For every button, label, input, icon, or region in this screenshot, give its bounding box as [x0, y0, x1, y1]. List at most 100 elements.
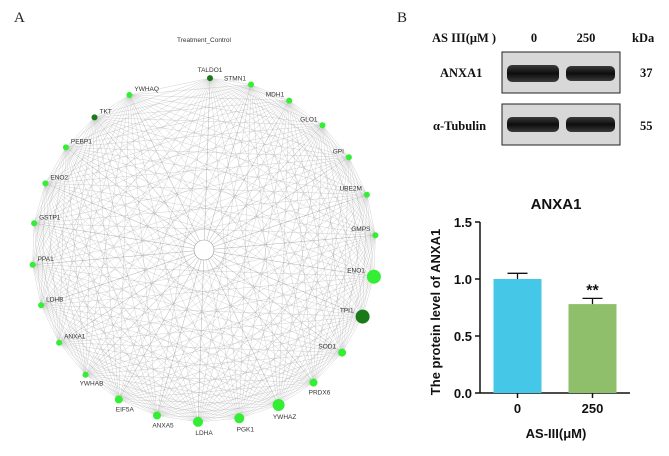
blot-protein-tubulin: α-Tubulin [433, 119, 486, 133]
network-edge [45, 100, 290, 184]
network-edge [129, 94, 205, 251]
network-edge [289, 100, 343, 353]
network-edge [278, 316, 363, 406]
network-edge [32, 264, 158, 416]
network-edge [118, 316, 363, 400]
network-edge [156, 276, 374, 416]
network-edge [85, 374, 279, 406]
network-edge [58, 94, 130, 343]
network-edge [32, 194, 367, 265]
network-edge [65, 147, 205, 251]
network-edge [33, 223, 60, 343]
network-node [38, 302, 45, 309]
network-edge [40, 84, 252, 306]
network-edge [40, 305, 199, 423]
network-edge [85, 117, 95, 375]
blot-lane-1: 250 [577, 31, 596, 45]
network-edge [94, 117, 363, 317]
network-edge [34, 194, 367, 224]
network-edge [94, 117, 205, 251]
chart-marks: ** [493, 272, 617, 393]
network-node-label: MDH1 [266, 92, 285, 99]
network-edge [278, 157, 350, 406]
network-node [56, 339, 63, 346]
network-node-label: GLO1 [300, 116, 318, 123]
network-edge [32, 264, 314, 383]
chart-axes: 0.0 0.5 1.0 1.5 0 250 [454, 215, 630, 416]
network-edge [32, 223, 35, 265]
network-edge [118, 382, 314, 400]
network-edge [65, 147, 279, 406]
network-edge [85, 194, 367, 375]
network-edge [32, 264, 363, 317]
network-edge [129, 94, 323, 126]
network-node-label: GSTP1 [39, 214, 61, 221]
blot-band-tubulin-lane1 [566, 117, 615, 132]
chart-y-tick-label: 1.5 [454, 215, 472, 230]
network-node [355, 309, 370, 324]
network-node-label: LDHB [46, 296, 63, 303]
network-edge [59, 235, 376, 343]
blot-band-anxa1-lane0 [507, 65, 559, 82]
network-node [42, 180, 49, 187]
network-node-label: LDHA [195, 430, 213, 437]
network-node [207, 75, 213, 82]
network-edge [41, 305, 279, 406]
network-edge [118, 157, 350, 400]
blot-kda-anxa1: 37 [640, 66, 653, 80]
network-edge [197, 157, 350, 422]
network-edge [197, 316, 363, 423]
network-node [319, 122, 326, 129]
network-node [114, 395, 123, 404]
network-edge [65, 147, 367, 195]
network-edge [58, 342, 158, 416]
network-node [363, 191, 370, 198]
network-edge [197, 249, 205, 422]
network-node [272, 399, 285, 411]
network-edge [156, 415, 199, 423]
network-edge [197, 418, 240, 423]
network-edge [239, 276, 375, 419]
network-edge [156, 125, 323, 416]
network-edge [45, 183, 158, 416]
network-edge [41, 125, 323, 306]
network-edge [94, 117, 323, 126]
network-edge [118, 94, 130, 400]
network-edge [322, 125, 350, 158]
network-node-label: PGK1 [237, 426, 255, 433]
network-node [153, 411, 161, 420]
network-node [193, 416, 203, 427]
network-edge [85, 374, 119, 400]
network-node [29, 261, 36, 268]
network-edge [45, 183, 240, 419]
network-edge [289, 100, 323, 126]
network-edge [289, 100, 368, 195]
network-edge [85, 84, 252, 375]
network-edge [118, 399, 158, 416]
chart-y-tick-label: 1.0 [454, 272, 472, 287]
network-edge [32, 249, 205, 265]
network-edge [348, 157, 375, 277]
network-center-node [193, 239, 215, 261]
chart-y-tick-label: 0.5 [454, 329, 472, 344]
network-edge [65, 147, 374, 277]
network-node-label: PEBP1 [71, 138, 92, 145]
network-edge [94, 77, 211, 118]
network-edge [129, 94, 314, 383]
network-edge [32, 264, 42, 306]
chart-y-tick-label: 0.0 [454, 386, 472, 401]
network-edge [94, 117, 158, 416]
network-edge [203, 125, 323, 251]
network-edge [203, 249, 279, 406]
network-edge [129, 94, 363, 317]
network-edge [250, 84, 376, 236]
network-node [91, 114, 98, 121]
network-edge [40, 305, 60, 343]
network-edge [156, 249, 205, 416]
network-edge [94, 100, 290, 118]
network-node-label: STMN1 [224, 76, 246, 83]
network-node [234, 413, 245, 424]
network-edge [45, 94, 130, 184]
